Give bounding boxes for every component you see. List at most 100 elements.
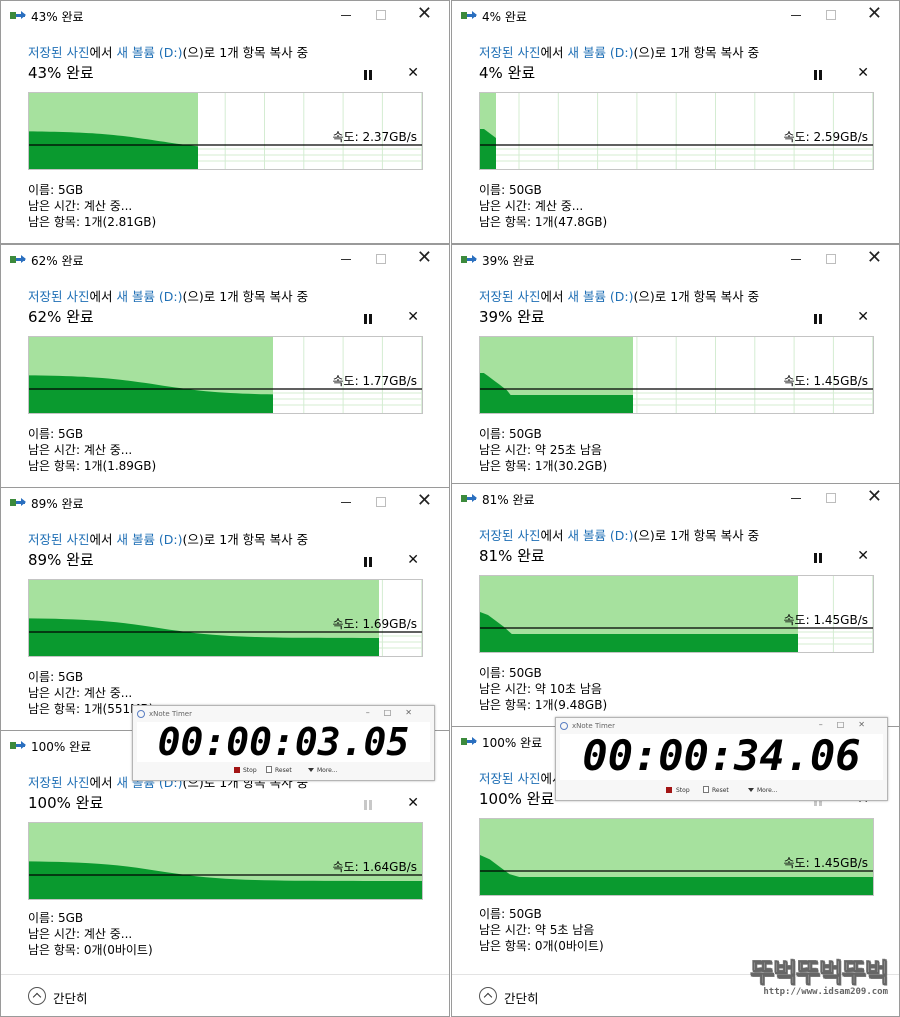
cancel-button[interactable]: ✕ bbox=[407, 309, 419, 325]
source-folder-link[interactable]: 저장된 사진 bbox=[479, 528, 541, 543]
close-button[interactable]: ✕ bbox=[866, 486, 882, 507]
destination-folder-link[interactable]: 새 볼륨 (D:) bbox=[567, 528, 634, 543]
timer-reset-button[interactable]: Reset bbox=[712, 787, 729, 794]
speed-area bbox=[29, 375, 273, 413]
items-label: 남은 항목: bbox=[479, 215, 535, 229]
source-folder-link[interactable]: 저장된 사진 bbox=[28, 289, 90, 304]
cancel-button[interactable]: ✕ bbox=[857, 309, 869, 325]
copy-progress-dialog: 43% 완료 ✕ 저장된 사진에서 새 볼륨 (D:)(으)로 1개 항목 복사… bbox=[0, 0, 450, 244]
speed-graph-svg bbox=[29, 823, 422, 899]
timer-window-buttons[interactable]: –□✕ bbox=[365, 708, 426, 717]
percent-complete: 62% 완료 bbox=[28, 308, 94, 326]
time-remaining-row: 남은 시간: 계산 중... bbox=[28, 925, 132, 942]
cancel-button[interactable]: ✕ bbox=[857, 65, 869, 81]
source-folder-link[interactable]: 저장된 사진 bbox=[28, 45, 90, 60]
source-folder-link[interactable]: 저장된 사진 bbox=[479, 45, 541, 60]
chevron-down-icon[interactable] bbox=[308, 768, 314, 772]
destination-folder-link[interactable]: 새 볼륨 (D:) bbox=[116, 532, 183, 547]
xnote-timer-window[interactable]: xNote Timer –□✕ 00:00:03.05 Stop Reset M… bbox=[132, 705, 435, 781]
title-bar[interactable]: 89% 완료 ✕ bbox=[1, 488, 449, 518]
minimize-button[interactable] bbox=[341, 502, 351, 503]
minimize-button[interactable] bbox=[791, 498, 801, 499]
title-bar[interactable]: 43% 완료 ✕ bbox=[1, 1, 449, 31]
chevron-up-icon[interactable] bbox=[28, 987, 46, 1005]
timer-display: 00:00:03.05 bbox=[137, 722, 430, 762]
maximize-button[interactable] bbox=[826, 254, 836, 264]
timer-window-buttons[interactable]: –□✕ bbox=[818, 720, 879, 729]
close-button[interactable]: ✕ bbox=[416, 247, 432, 268]
minimize-button[interactable] bbox=[791, 259, 801, 260]
close-button[interactable]: ✕ bbox=[866, 3, 882, 24]
pause-button[interactable] bbox=[814, 314, 823, 324]
pause-button[interactable] bbox=[364, 70, 373, 80]
timer-stop-button[interactable]: Stop bbox=[676, 787, 690, 794]
destination-folder-link[interactable]: 새 볼륨 (D:) bbox=[116, 45, 183, 60]
pause-button[interactable] bbox=[364, 557, 373, 567]
title-bar[interactable]: 4% 완료 ✕ bbox=[452, 1, 899, 31]
maximize-button[interactable] bbox=[376, 497, 386, 507]
maximize-button[interactable] bbox=[376, 10, 386, 20]
speed-graph-svg bbox=[29, 580, 422, 656]
destination-folder-link[interactable]: 새 볼륨 (D:) bbox=[567, 45, 634, 60]
title-bar[interactable]: 62% 완료 ✕ bbox=[1, 245, 449, 275]
maximize-button[interactable] bbox=[376, 254, 386, 264]
route-mid: 에서 bbox=[540, 289, 568, 304]
route-mid: 에서 bbox=[89, 775, 117, 790]
time-remaining-row: 남은 시간: 계산 중... bbox=[28, 684, 132, 701]
timer-more-button[interactable]: More... bbox=[317, 767, 338, 774]
maximize-button[interactable] bbox=[826, 493, 836, 503]
title-bar[interactable]: 39% 완료 ✕ bbox=[452, 245, 899, 275]
source-folder-link[interactable]: 저장된 사진 bbox=[479, 289, 541, 304]
copy-progress-dialog: 39% 완료 ✕ 저장된 사진에서 새 볼륨 (D:)(으)로 1개 항목 복사… bbox=[451, 244, 900, 488]
close-button[interactable]: ✕ bbox=[416, 3, 432, 24]
timer-more-button[interactable]: More... bbox=[757, 787, 778, 794]
source-folder-link[interactable]: 저장된 사진 bbox=[28, 532, 90, 547]
timer-controls: Stop Reset More... bbox=[556, 785, 887, 797]
cancel-button[interactable]: ✕ bbox=[407, 65, 419, 81]
copy-route: 저장된 사진에서 새 볼륨 (D:)(으)로 1개 항목 복사 중 bbox=[28, 42, 308, 61]
title-bar[interactable]: 81% 완료 ✕ bbox=[452, 484, 899, 514]
speed-area bbox=[29, 618, 379, 656]
speed-graph-svg bbox=[480, 819, 873, 895]
minimize-button[interactable] bbox=[341, 259, 351, 260]
cancel-button[interactable]: ✕ bbox=[407, 795, 419, 811]
pause-button[interactable] bbox=[364, 800, 373, 810]
cancel-button[interactable]: ✕ bbox=[857, 548, 869, 564]
minimize-button[interactable] bbox=[791, 15, 801, 16]
items-remaining: 1개(2.81GB) bbox=[83, 215, 157, 229]
close-button[interactable]: ✕ bbox=[416, 490, 432, 511]
maximize-button[interactable] bbox=[826, 10, 836, 20]
source-folder-link[interactable]: 저장된 사진 bbox=[28, 775, 90, 790]
speed-value: 2.37GB/s bbox=[362, 130, 417, 144]
pause-button[interactable] bbox=[814, 796, 823, 806]
stop-icon[interactable] bbox=[666, 787, 672, 793]
fewer-details-button[interactable]: 간단히 bbox=[504, 991, 539, 1006]
close-button[interactable]: ✕ bbox=[866, 247, 882, 268]
speed-area bbox=[480, 129, 496, 169]
items-label: 남은 항목: bbox=[28, 943, 84, 957]
timer-reset-button[interactable]: Reset bbox=[275, 767, 292, 774]
pause-button[interactable] bbox=[814, 553, 823, 563]
watermark-url: http://www.idsam209.com bbox=[763, 987, 888, 997]
timer-app-icon bbox=[560, 722, 568, 730]
name-label: 이름: bbox=[479, 183, 509, 197]
xnote-timer-window[interactable]: xNote Timer –□✕ 00:00:34.06 Stop Reset M… bbox=[555, 717, 888, 801]
fewer-details-button[interactable]: 간단히 bbox=[53, 991, 88, 1006]
chevron-up-icon[interactable] bbox=[479, 987, 497, 1005]
reset-icon[interactable] bbox=[703, 786, 709, 793]
pause-button[interactable] bbox=[814, 70, 823, 80]
stop-icon[interactable] bbox=[234, 767, 240, 773]
cancel-button[interactable]: ✕ bbox=[407, 552, 419, 568]
timer-stop-button[interactable]: Stop bbox=[243, 767, 257, 774]
window-title: 39% 완료 bbox=[482, 254, 535, 268]
minimize-button[interactable] bbox=[341, 15, 351, 16]
chevron-down-icon[interactable] bbox=[748, 788, 754, 792]
destination-folder-link[interactable]: 새 볼륨 (D:) bbox=[567, 289, 634, 304]
source-folder-link[interactable]: 저장된 사진 bbox=[479, 771, 541, 786]
copy-route: 저장된 사진에서 새 볼륨 (D:)(으)로 1개 항목 복사 중 bbox=[28, 529, 308, 548]
items-remaining-row: 남은 항목: 1개(30.2GB) bbox=[479, 457, 607, 474]
reset-icon[interactable] bbox=[266, 766, 272, 773]
pause-button[interactable] bbox=[364, 314, 373, 324]
destination-folder-link[interactable]: 새 볼륨 (D:) bbox=[116, 289, 183, 304]
speed-value: 1.45GB/s bbox=[813, 374, 868, 388]
